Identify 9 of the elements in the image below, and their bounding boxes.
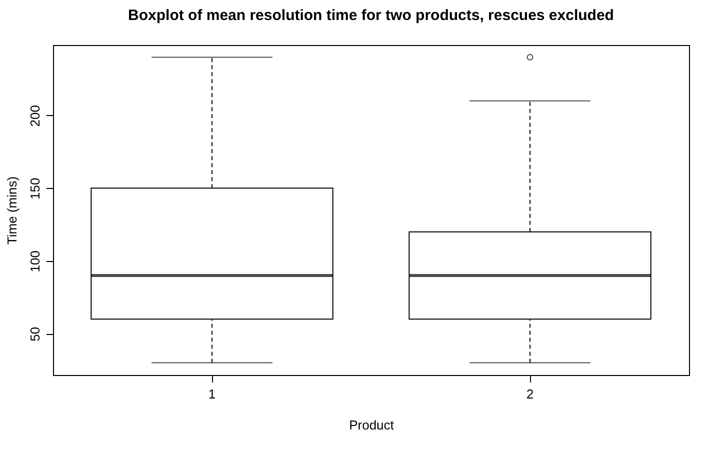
- chart-title: Boxplot of mean resolution time for two products, rescues excluded: [128, 7, 614, 24]
- y-tick-label: 150: [28, 178, 42, 200]
- y-tick-label: 200: [28, 105, 42, 127]
- y-axis-title: Time (mins): [4, 176, 20, 245]
- x-tick-label: 1: [208, 386, 216, 402]
- x-axis-title: Product: [349, 418, 394, 432]
- x-tick-label: 2: [526, 386, 534, 402]
- y-tick-label: 50: [28, 326, 42, 342]
- y-tick-label: 100: [28, 250, 42, 272]
